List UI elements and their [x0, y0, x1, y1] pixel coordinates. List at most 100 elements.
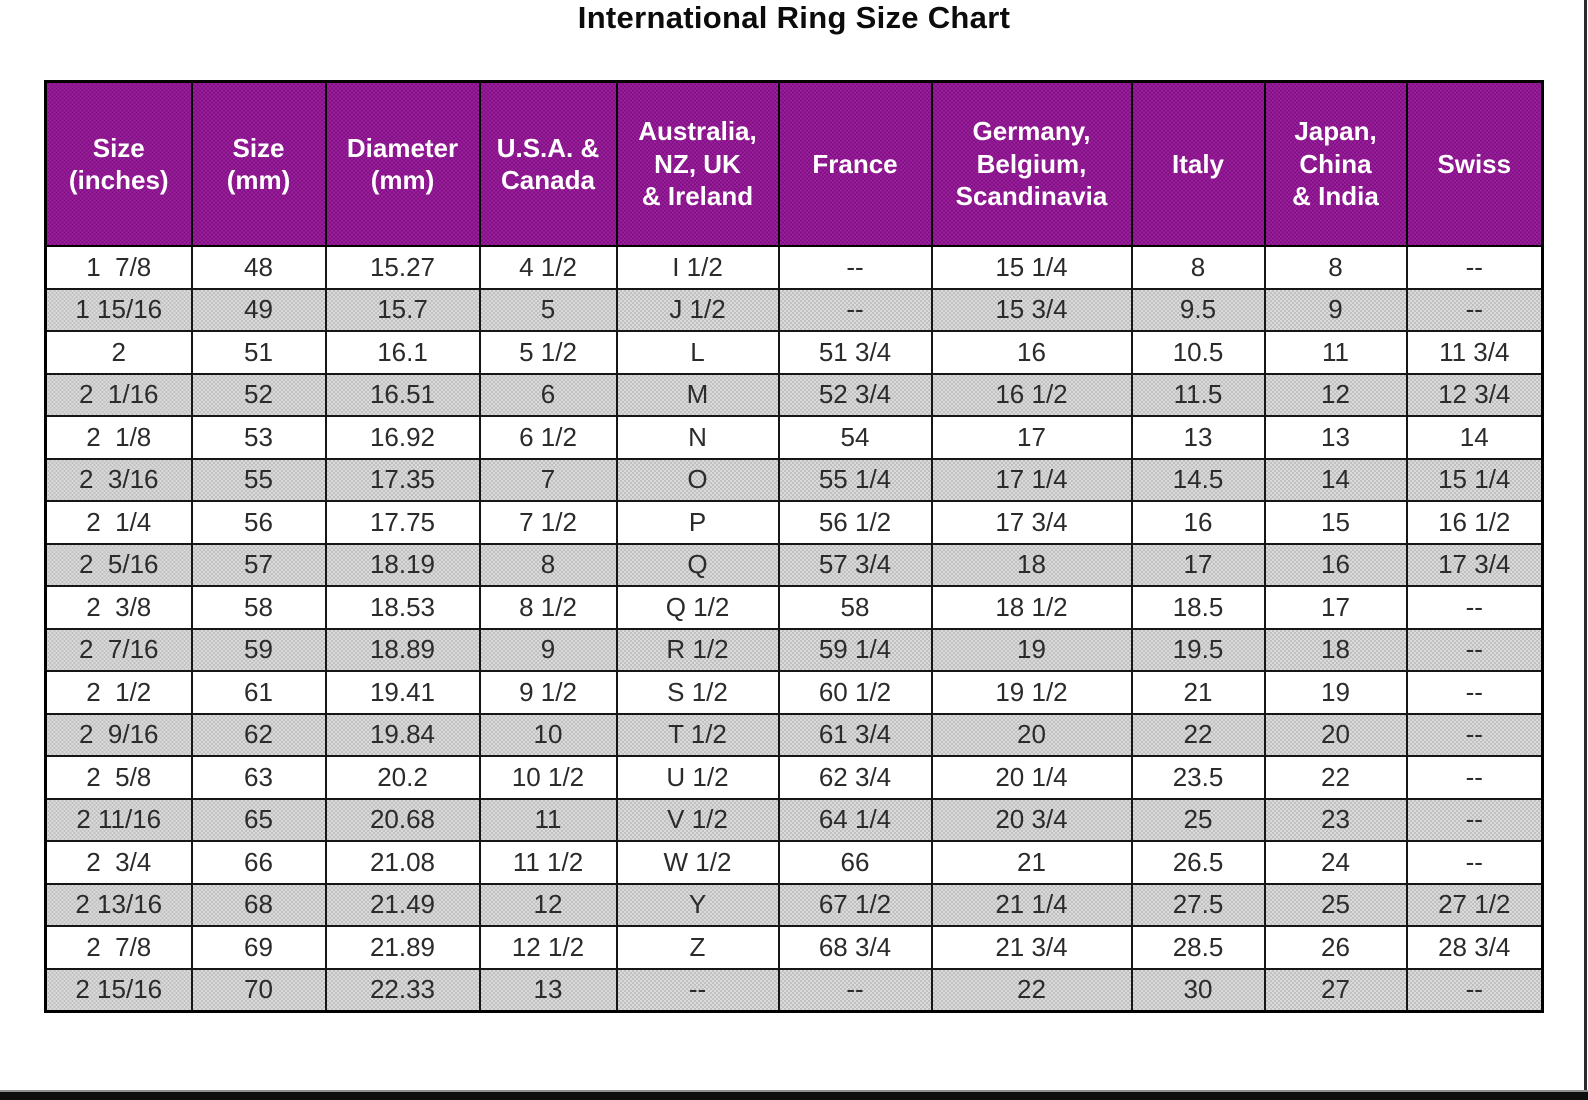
table-cell-size-mm: 62 [190, 712, 327, 757]
table-cell-swiss: -- [1405, 797, 1544, 842]
table-cell-australia-nz-uk-ireland: Q 1/2 [615, 585, 780, 630]
table-cell-size-inches: 2 5/16 [44, 542, 193, 587]
table-cell-italy: 27.5 [1130, 882, 1266, 927]
table-cell-italy: 11.5 [1130, 372, 1266, 417]
column-header-germany-belgium-scandinavia: Germany, Belgium, Scandinavia [930, 80, 1133, 247]
table-cell-swiss: 27 1/2 [1405, 882, 1544, 927]
table-cell-diameter-mm: 18.89 [324, 627, 481, 672]
table-cell-diameter-mm: 21.89 [324, 925, 481, 970]
table-cell-germany-belgium-scandinavia: 20 [930, 712, 1133, 757]
table-cell-italy: 26.5 [1130, 840, 1266, 885]
table-cell-germany-belgium-scandinavia: 18 [930, 542, 1133, 587]
table-cell-swiss: 14 [1405, 415, 1544, 460]
table-cell-diameter-mm: 19.41 [324, 670, 481, 715]
table-cell-usa-canada: 8 1/2 [478, 585, 618, 630]
table-row: 2 3/16 55 17.35 7 O 55 1/4 17 1/4 14.5 14 15 1/4 [44, 457, 1544, 502]
table-body: 1 7/8 48 15.27 4 1/2 I 1/2 -- 15 1/4 8 8 -- 1 15/1… [44, 245, 1544, 1013]
table-cell-diameter-mm: 20.68 [324, 797, 481, 842]
table-cell-size-inches: 2 11/16 [44, 797, 193, 842]
table-cell-swiss: -- [1405, 840, 1544, 885]
table-cell-italy: 9.5 [1130, 287, 1266, 332]
table-cell-japan-china-india: 11 [1263, 330, 1408, 375]
table-cell-france: 58 [777, 585, 933, 630]
table-cell-italy: 10.5 [1130, 330, 1266, 375]
table-row: 2 1/4 56 17.75 7 1/2 P 56 1/2 17 3/4 16 15 16 1/2 [44, 500, 1544, 545]
table-row: 1 7/8 48 15.27 4 1/2 I 1/2 -- 15 1/4 8 8 -- [44, 245, 1544, 290]
table-cell-swiss: -- [1405, 245, 1544, 290]
table-cell-australia-nz-uk-ireland: R 1/2 [615, 627, 780, 672]
table-cell-swiss: 16 1/2 [1405, 500, 1544, 545]
table-cell-australia-nz-uk-ireland: J 1/2 [615, 287, 780, 332]
table-cell-australia-nz-uk-ireland: -- [615, 967, 780, 1013]
table-cell-australia-nz-uk-ireland: N [615, 415, 780, 460]
column-header-france: France [777, 80, 933, 247]
table-cell-size-inches: 2 3/4 [44, 840, 193, 885]
table-cell-swiss: -- [1405, 670, 1544, 715]
table-cell-swiss: -- [1405, 287, 1544, 332]
table-cell-size-mm: 52 [190, 372, 327, 417]
table-cell-germany-belgium-scandinavia: 20 3/4 [930, 797, 1133, 842]
table-row: 2 9/16 62 19.84 10 T 1/2 61 3/4 20 22 20 -- [44, 712, 1544, 757]
table-cell-diameter-mm: 17.75 [324, 500, 481, 545]
table-cell-japan-china-india: 27 [1263, 967, 1408, 1013]
table-cell-france: 51 3/4 [777, 330, 933, 375]
table-cell-size-inches: 2 1/4 [44, 500, 193, 545]
table-cell-size-mm: 61 [190, 670, 327, 715]
column-header-usa-canada: U.S.A. & Canada [478, 80, 618, 247]
table-cell-swiss: -- [1405, 585, 1544, 630]
table-cell-japan-china-india: 17 [1263, 585, 1408, 630]
table-cell-diameter-mm: 21.49 [324, 882, 481, 927]
table-cell-australia-nz-uk-ireland: V 1/2 [615, 797, 780, 842]
table-cell-usa-canada: 8 [478, 542, 618, 587]
table-cell-usa-canada: 11 1/2 [478, 840, 618, 885]
table-cell-france: 62 3/4 [777, 755, 933, 800]
table-cell-france: 57 3/4 [777, 542, 933, 587]
table-cell-swiss: 15 1/4 [1405, 457, 1544, 502]
table-cell-france: 52 3/4 [777, 372, 933, 417]
table-cell-swiss: -- [1405, 712, 1544, 757]
table-row: 2 5/16 57 18.19 8 Q 57 3/4 18 17 16 17 3/4 [44, 542, 1544, 587]
table-cell-size-mm: 69 [190, 925, 327, 970]
table-cell-diameter-mm: 17.35 [324, 457, 481, 502]
table-row: 2 5/8 63 20.2 10 1/2 U 1/2 62 3/4 20 1/4 23.5 22… [44, 755, 1544, 800]
table-cell-size-mm: 68 [190, 882, 327, 927]
table-cell-size-mm: 56 [190, 500, 327, 545]
table-cell-size-inches: 2 1/16 [44, 372, 193, 417]
table-cell-size-mm: 59 [190, 627, 327, 672]
table-cell-germany-belgium-scandinavia: 19 [930, 627, 1133, 672]
table-cell-diameter-mm: 16.1 [324, 330, 481, 375]
table-cell-size-inches: 2 3/16 [44, 457, 193, 502]
table-cell-japan-china-india: 14 [1263, 457, 1408, 502]
table-cell-size-mm: 66 [190, 840, 327, 885]
table-cell-japan-china-india: 23 [1263, 797, 1408, 842]
table-cell-australia-nz-uk-ireland: Q [615, 542, 780, 587]
table-cell-usa-canada: 7 [478, 457, 618, 502]
table-cell-germany-belgium-scandinavia: 21 [930, 840, 1133, 885]
table-cell-swiss: -- [1405, 967, 1544, 1013]
table-row: 2 7/8 69 21.89 12 1/2 Z 68 3/4 21 3/4 28.5 26 28 … [44, 925, 1544, 970]
table-cell-australia-nz-uk-ireland: Y [615, 882, 780, 927]
table-cell-germany-belgium-scandinavia: 16 [930, 330, 1133, 375]
table-cell-japan-china-india: 15 [1263, 500, 1408, 545]
table-cell-swiss: -- [1405, 627, 1544, 672]
table-cell-germany-belgium-scandinavia: 18 1/2 [930, 585, 1133, 630]
table-cell-france: 68 3/4 [777, 925, 933, 970]
table-cell-usa-canada: 7 1/2 [478, 500, 618, 545]
table-cell-diameter-mm: 18.19 [324, 542, 481, 587]
table-cell-size-mm: 48 [190, 245, 327, 290]
table-cell-germany-belgium-scandinavia: 19 1/2 [930, 670, 1133, 715]
table-cell-japan-china-india: 26 [1263, 925, 1408, 970]
column-header-size-mm: Size (mm) [190, 80, 327, 247]
column-header-size-inches: Size (inches) [44, 80, 193, 247]
table-cell-diameter-mm: 16.92 [324, 415, 481, 460]
table-cell-swiss: 28 3/4 [1405, 925, 1544, 970]
table-cell-france: 66 [777, 840, 933, 885]
table-row: 2 7/16 59 18.89 9 R 1/2 59 1/4 19 19.5 18 -- [44, 627, 1544, 672]
table-cell-italy: 30 [1130, 967, 1266, 1013]
table-cell-usa-canada: 10 [478, 712, 618, 757]
column-header-swiss: Swiss [1405, 80, 1544, 247]
table-cell-size-mm: 58 [190, 585, 327, 630]
table-cell-size-inches: 2 15/16 [44, 967, 193, 1013]
table-cell-australia-nz-uk-ireland: T 1/2 [615, 712, 780, 757]
